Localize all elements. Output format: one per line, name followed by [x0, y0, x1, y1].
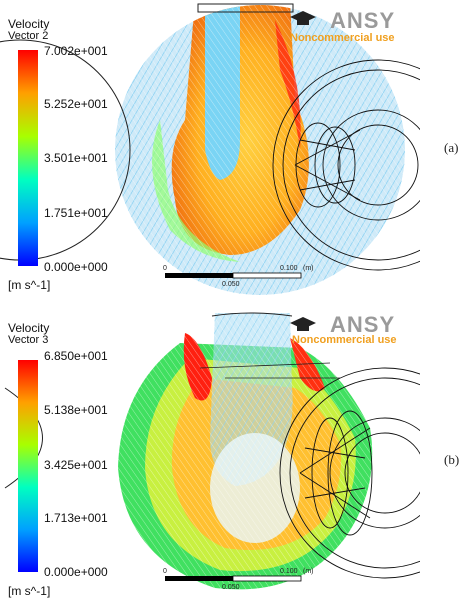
- impeller-wheel-a: [272, 59, 420, 271]
- watermark-a: Noncommercial use: [290, 32, 395, 44]
- colorbar-tick-b-2: 5.138e+001: [44, 403, 108, 417]
- scale-end-a: 0.100: [280, 265, 298, 272]
- colorbar-tick-b-5: 0.000e+000: [44, 565, 108, 579]
- legend-subtitle-b: Vector 3: [8, 334, 49, 346]
- scale-end-b: 0.100: [280, 568, 298, 575]
- units-label-a: [m s^-1]: [8, 278, 51, 292]
- colorbar-tick-a-5: 0.000e+000: [44, 260, 108, 274]
- legend-title-b: Velocity: [8, 321, 50, 335]
- colorbar-tick-a-2: 5.252e+001: [44, 97, 108, 111]
- scale-bar-a: [165, 272, 302, 279]
- legend-title-a: Velocity: [8, 17, 50, 31]
- scale-bar-b: [165, 575, 302, 582]
- colorbar-b: [18, 360, 38, 572]
- scale-unit-a: (m): [303, 265, 314, 272]
- inlet-outline-a: [197, 3, 294, 13]
- vector-field-b: [110, 308, 390, 608]
- panel-a: Velocity Vector 2 7.002e+001 5.252e+001 …: [0, 0, 420, 300]
- logo-text-a: ANSY: [330, 8, 396, 33]
- colorbar-tick-b-3: 3.425e+001: [44, 458, 108, 472]
- velocity-field-a: [0, 3, 420, 295]
- colorbar-tick-b-1: 6.850e+001: [44, 349, 108, 363]
- scale-start-a: 0: [163, 265, 167, 272]
- scale-mid-b: 0.050: [222, 584, 240, 591]
- colorbar-tick-b-4: 1.713e+001: [44, 511, 108, 525]
- colorbar-a: [18, 50, 38, 266]
- colorbar-tick-a-3: 3.501e+001: [44, 151, 108, 165]
- panel-label-a: (a): [444, 140, 459, 155]
- units-label-b: [m s^-1]: [8, 584, 51, 598]
- inlet-outline-b: [211, 312, 293, 317]
- impeller-wheel-b: [279, 367, 420, 579]
- scale-mid-a: 0.050: [222, 281, 240, 288]
- watermark-b: Noncommercial use: [292, 334, 397, 346]
- panel-b: Velocity Vector 3 6.850e+001 5.138e+001 …: [0, 308, 420, 608]
- vector-disk-a: [115, 5, 405, 295]
- panel-label-b: (b): [444, 452, 460, 467]
- ansys-logo-a: [290, 11, 316, 25]
- colorbar-tick-a-1: 7.002e+001: [44, 44, 108, 58]
- velocity-field-b: [4, 308, 420, 608]
- ansys-logo-b: [290, 317, 316, 331]
- scale-start-b: 0: [163, 568, 167, 575]
- colorbar-tick-a-4: 1.751e+001: [44, 206, 108, 220]
- legend-subtitle-a: Vector 2: [8, 30, 49, 42]
- scale-unit-b: (m): [303, 568, 314, 575]
- logo-text-b: ANSY: [330, 312, 396, 337]
